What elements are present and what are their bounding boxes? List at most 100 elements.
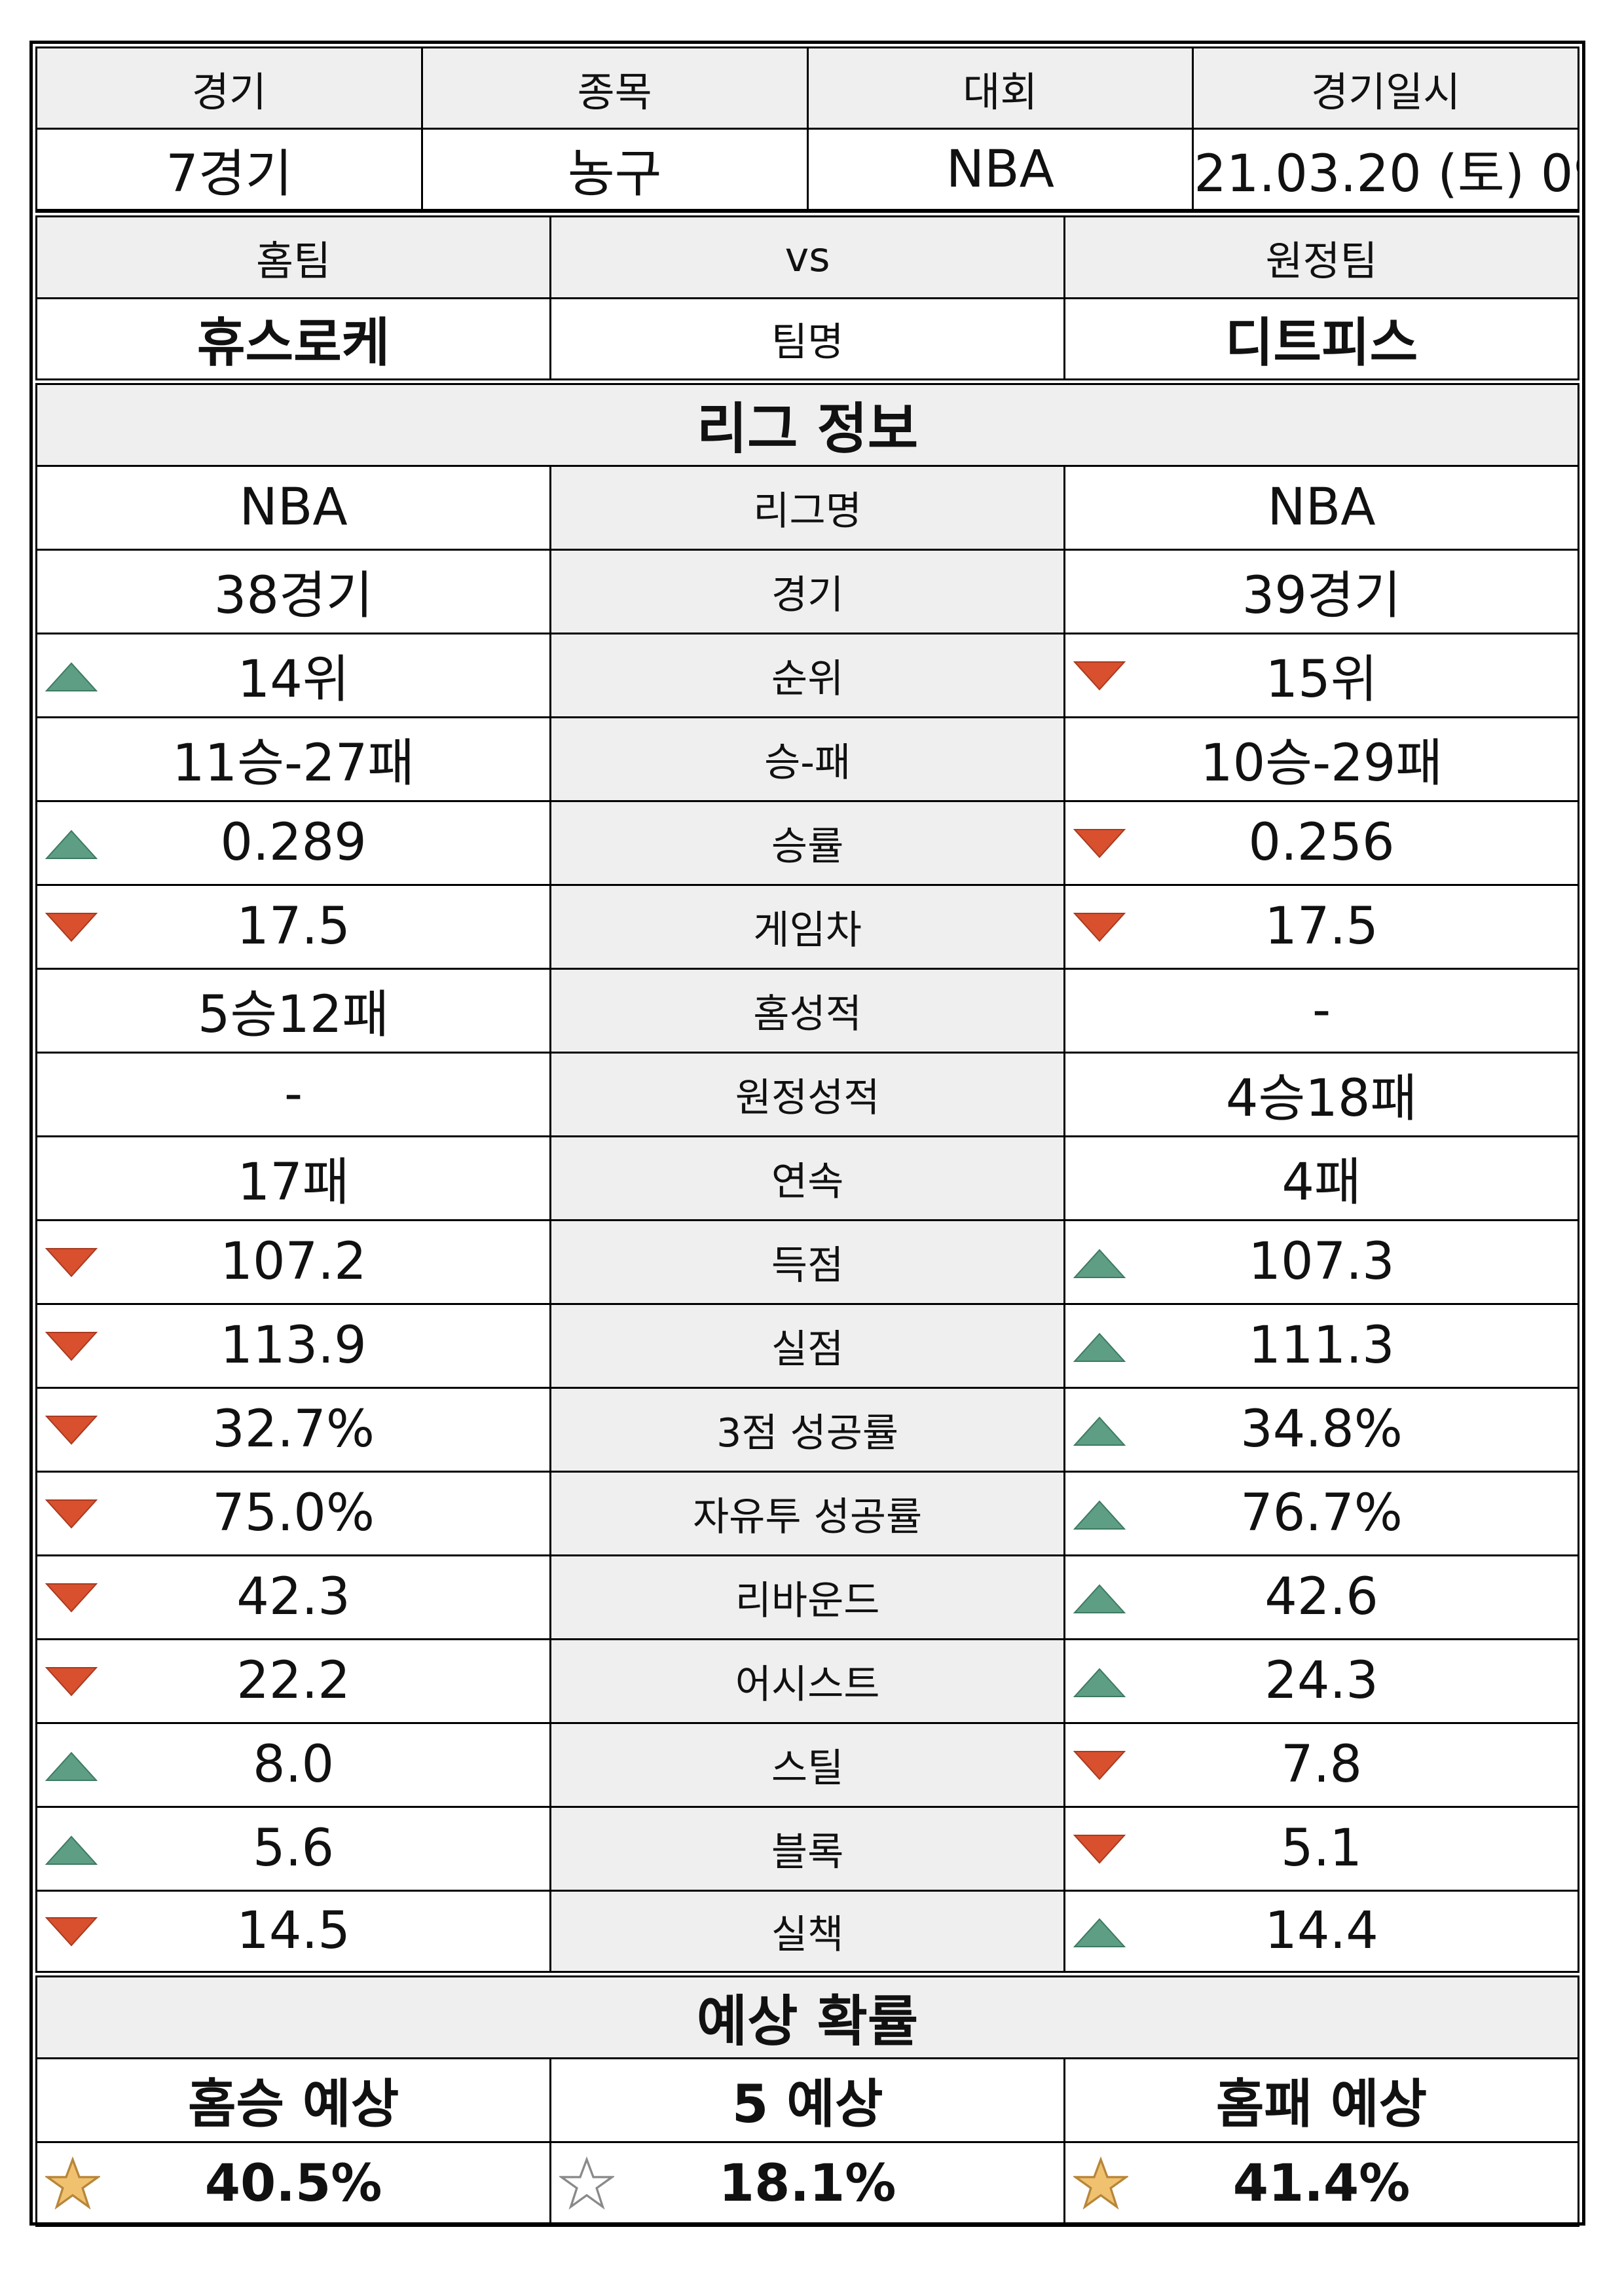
stat-row: 42.3 리바운드 42.6 <box>35 1554 1579 1640</box>
vs-header: vs <box>549 211 1066 299</box>
league-info-title: 리그 정보 <box>35 378 1579 467</box>
star-outline-icon <box>559 2156 615 2210</box>
header-sport: 종목 <box>420 46 809 130</box>
triangle-up-icon <box>45 662 98 691</box>
stat-label: 자유투 성공률 <box>549 1470 1066 1556</box>
triangle-down-icon <box>45 1248 98 1277</box>
home-loss-probability: 41.4% <box>1063 2140 1579 2227</box>
stat-label: 리바운드 <box>549 1554 1066 1640</box>
home-stat-value: 17.5 <box>35 883 552 970</box>
home-team-header: 홈팀 <box>35 211 552 299</box>
stat-row: 17패 연속 4패 <box>35 1135 1579 1221</box>
home-stat-value: NBA <box>35 464 552 551</box>
stat-row: 38경기 경기 39경기 <box>35 548 1579 634</box>
triangle-down-icon <box>45 913 98 942</box>
stat-row: 22.2 어시스트 24.3 <box>35 1638 1579 1724</box>
prediction-title: 예상 확률 <box>35 1971 1579 2059</box>
stat-row: 14.5 실책 14.4 <box>35 1889 1579 1975</box>
home-stat-value: 17패 <box>35 1135 552 1221</box>
stat-label: 순위 <box>549 632 1066 718</box>
home-stat-value: 75.0% <box>35 1470 552 1556</box>
triangle-down-icon <box>1073 1835 1126 1864</box>
away-stat-value: 17.5 <box>1063 883 1579 970</box>
away-stat-value: - <box>1063 967 1579 1054</box>
game-number: 7경기 <box>35 128 423 211</box>
away-stat-value: 10승-29패 <box>1063 716 1579 802</box>
stat-row: 113.9 실점 111.3 <box>35 1302 1579 1389</box>
stat-row: - 원정성적 4승18패 <box>35 1051 1579 1137</box>
stat-row: 5승12패 홈성적 - <box>35 967 1579 1054</box>
match-info-table: 경기 종목 대회 경기일시 7경기 농구 NBA 21.03.20 (토) 09… <box>35 46 1579 211</box>
stat-label: 실책 <box>549 1889 1066 1975</box>
stat-row: NBA 리그명 NBA <box>35 464 1579 551</box>
home-stat-value: 22.2 <box>35 1638 552 1724</box>
triangle-down-icon <box>45 1917 98 1947</box>
stat-label: 실점 <box>549 1302 1066 1389</box>
stat-label: 원정성적 <box>549 1051 1066 1137</box>
stat-label: 경기 <box>549 548 1066 634</box>
sport-name: 농구 <box>420 128 809 211</box>
triangle-up-icon <box>45 1835 98 1865</box>
star-filled-icon <box>1073 2156 1129 2210</box>
triangle-down-icon <box>45 1667 98 1697</box>
home-loss-header: 홈패 예상 <box>1063 2057 1579 2143</box>
triangle-down-icon <box>1073 1751 1126 1780</box>
triangle-down-icon <box>45 1332 98 1361</box>
away-stat-value: 76.7% <box>1063 1470 1579 1556</box>
away-stat-value: 34.8% <box>1063 1386 1579 1473</box>
home-win-probability: 40.5% <box>35 2140 552 2227</box>
away-stat-value: 0.256 <box>1063 799 1579 886</box>
away-stat-value: 39경기 <box>1063 548 1579 634</box>
triangle-up-icon <box>1073 1918 1126 1948</box>
stat-row: 5.6 블록 5.1 <box>35 1805 1579 1892</box>
home-stat-value: 0.289 <box>35 799 552 886</box>
triangle-up-icon <box>45 830 98 859</box>
stat-row: 75.0% 자유투 성공률 76.7% <box>35 1470 1579 1556</box>
stat-row: 17.5 게임차 17.5 <box>35 883 1579 970</box>
home-team-name: 휴스로케 <box>35 297 552 383</box>
stat-row: 14위 순위 15위 <box>35 632 1579 718</box>
home-win-header: 홈승 예상 <box>35 2057 552 2143</box>
triangle-up-icon <box>1073 1584 1126 1613</box>
home-stat-value: 113.9 <box>35 1302 552 1389</box>
away-stat-value: 4승18패 <box>1063 1051 1579 1137</box>
away-stat-value: 111.3 <box>1063 1302 1579 1389</box>
away-stat-value: 5.1 <box>1063 1805 1579 1892</box>
away-stat-value: NBA <box>1063 464 1579 551</box>
away-stat-value: 42.6 <box>1063 1554 1579 1640</box>
away-team-header: 원정팀 <box>1063 211 1579 299</box>
header-league: 대회 <box>806 46 1194 130</box>
triangle-down-icon <box>1073 661 1126 691</box>
home-stat-value: 11승-27패 <box>35 716 552 802</box>
stat-label: 연속 <box>549 1135 1066 1221</box>
stats-table: 홈팀 vs 원정팀 휴스로케 팀명 디트피스 리그 정보 NBA 리그명 NBA 38… <box>35 211 1579 2227</box>
draw-probability: 18.1% <box>549 2140 1066 2227</box>
away-stat-value: 7.8 <box>1063 1721 1579 1808</box>
triangle-up-icon <box>1073 1668 1126 1697</box>
triangle-down-icon <box>1073 913 1126 942</box>
stat-label: 승률 <box>549 799 1066 886</box>
stat-row: 8.0 스틸 7.8 <box>35 1721 1579 1808</box>
star-filled-icon <box>45 2156 100 2210</box>
home-stat-value: 14위 <box>35 632 552 718</box>
header-datetime: 경기일시 <box>1192 46 1579 130</box>
away-stat-value: 14.4 <box>1063 1889 1579 1975</box>
triangle-up-icon <box>1073 1249 1126 1278</box>
away-stat-value: 24.3 <box>1063 1638 1579 1724</box>
stat-label: 승-패 <box>549 716 1066 802</box>
triangle-down-icon <box>45 1499 98 1529</box>
home-stat-value: 107.2 <box>35 1219 552 1305</box>
stat-row: 32.7% 3점 성공률 34.8% <box>35 1386 1579 1473</box>
triangle-up-icon <box>1073 1332 1126 1362</box>
home-stat-value: 14.5 <box>35 1889 552 1975</box>
home-stat-value: 42.3 <box>35 1554 552 1640</box>
triangle-up-icon <box>1073 1416 1126 1446</box>
stat-label: 어시스트 <box>549 1638 1066 1724</box>
home-stat-value: 38경기 <box>35 548 552 634</box>
stat-row: 0.289 승률 0.256 <box>35 799 1579 886</box>
home-stat-value: 8.0 <box>35 1721 552 1808</box>
home-stat-value: 5승12패 <box>35 967 552 1054</box>
triangle-down-icon <box>1073 829 1126 858</box>
stat-label: 득점 <box>549 1219 1066 1305</box>
stat-label: 3점 성공률 <box>549 1386 1066 1473</box>
